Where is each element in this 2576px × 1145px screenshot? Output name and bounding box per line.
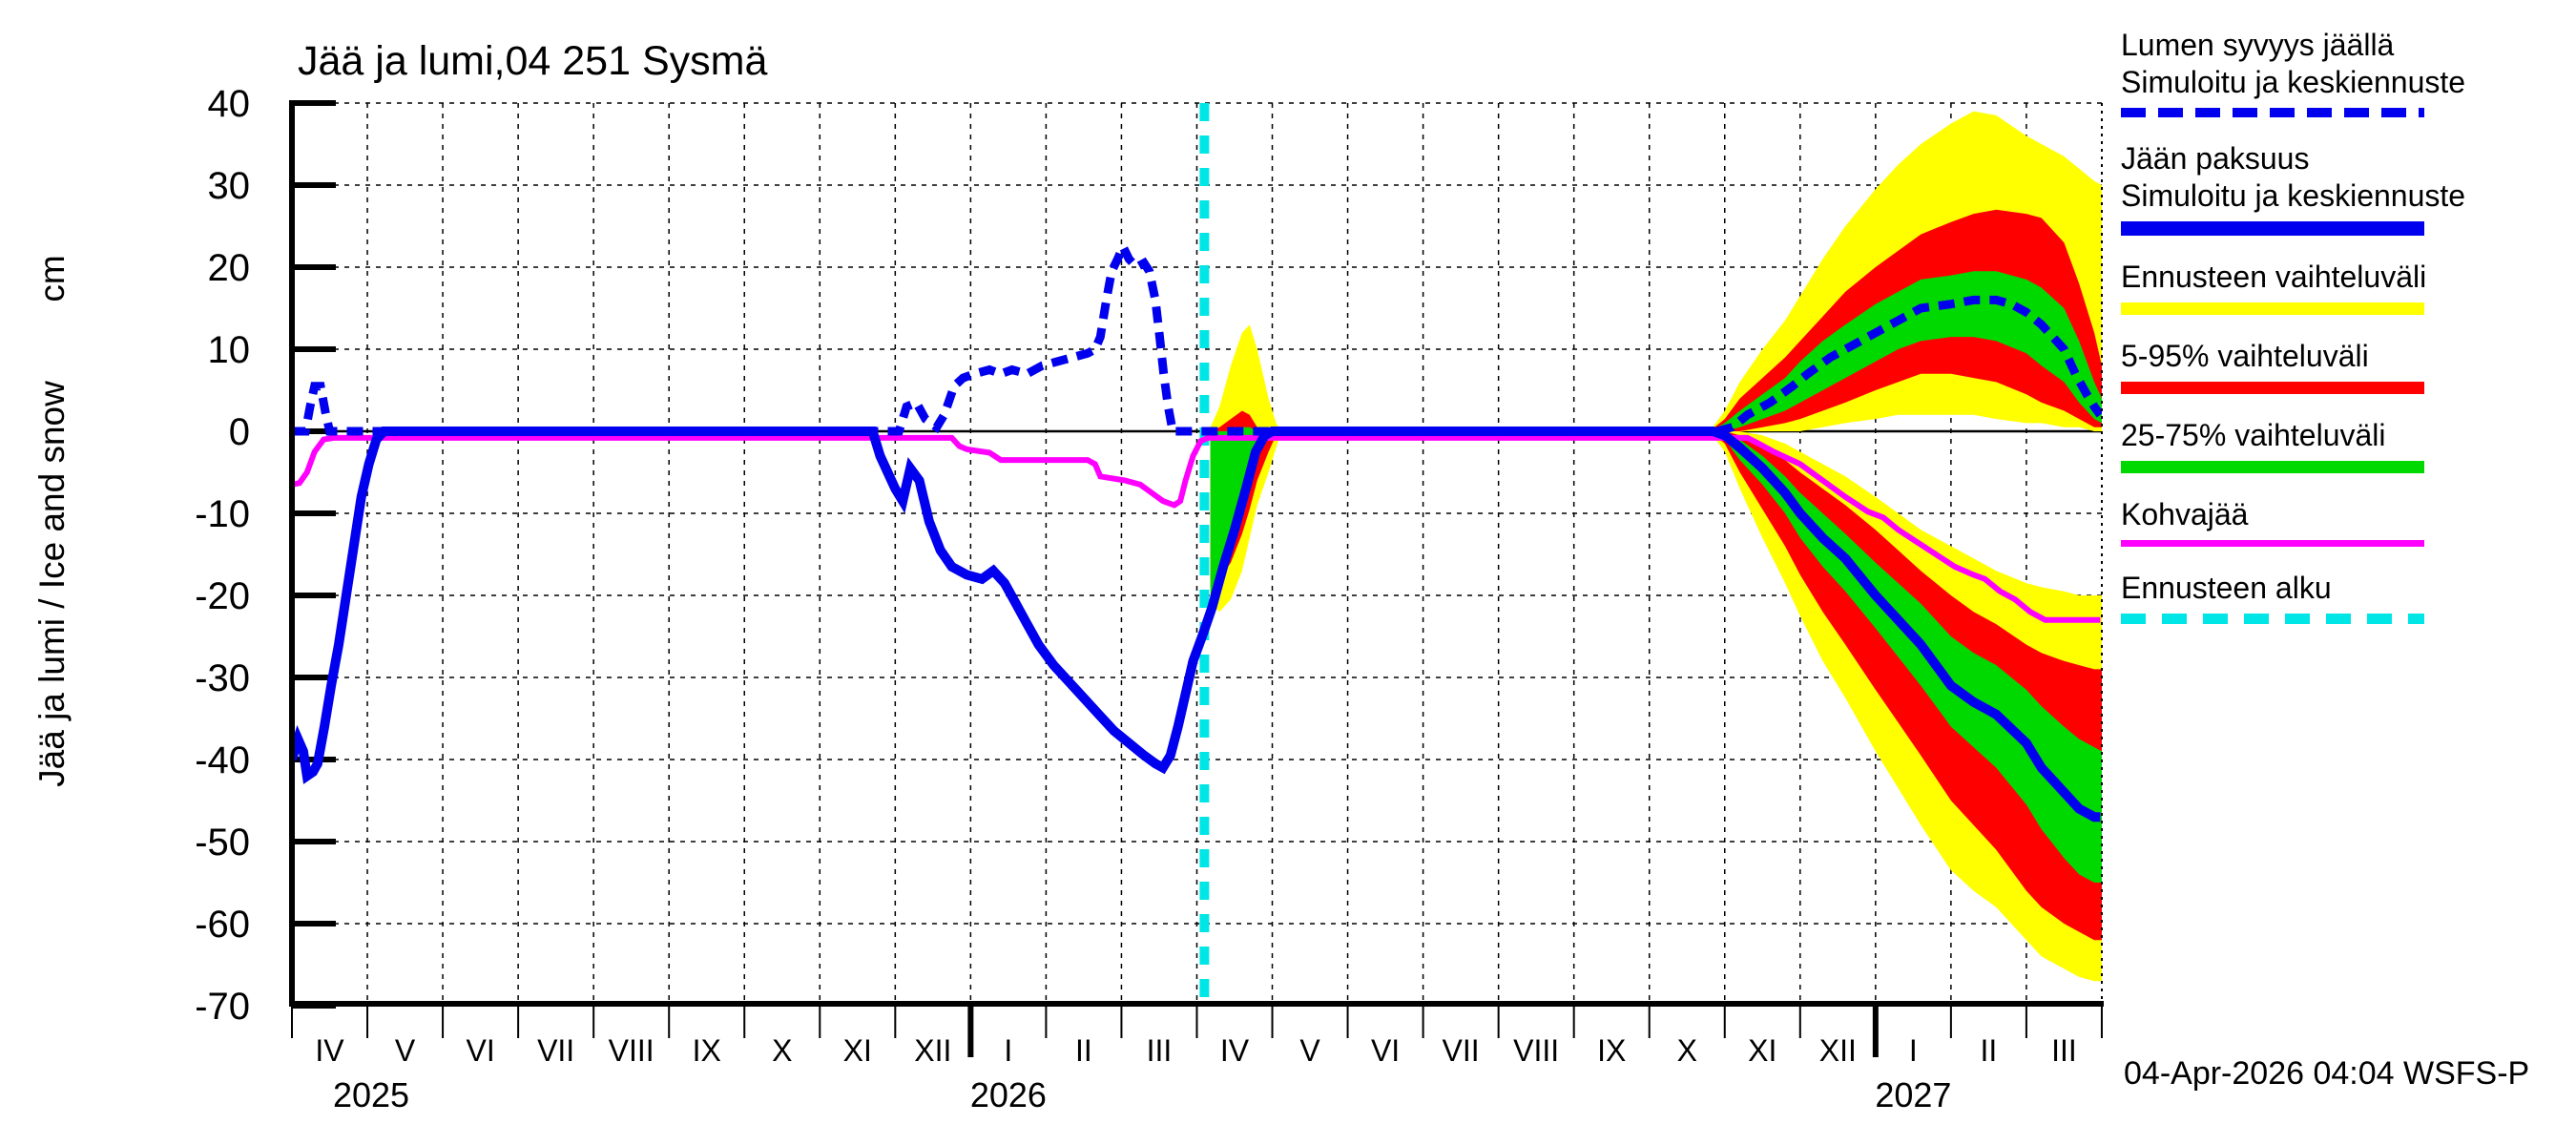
month-label-XII: XII: [1819, 1033, 1857, 1068]
legend-label: Jään paksuus: [2121, 141, 2310, 176]
y-tick-label--20: -20: [195, 575, 250, 617]
lines-group: [292, 236, 2102, 822]
month-label-XI: XI: [843, 1033, 872, 1068]
month-label-III: III: [1147, 1033, 1173, 1068]
legend-label: 5-95% vaihteluväli: [2121, 339, 2369, 373]
timestamp: 04-Apr-2026 04:04 WSFS-P: [2124, 1055, 2530, 1092]
band-green: [1210, 427, 1281, 600]
month-label-X: X: [1677, 1033, 1697, 1068]
legend-item-1: Jään paksuus Simuloitu ja keskiennuste: [2121, 140, 2573, 236]
month-label-IX: IX: [693, 1033, 721, 1068]
year-label-2026: 2026: [970, 1075, 1047, 1114]
month-label-II: II: [1981, 1033, 1998, 1068]
y-tick-label--60: -60: [195, 904, 250, 946]
legend: Lumen syvyys jäällä Simuloitu ja keskienn…: [2121, 27, 2573, 647]
month-label-IV: IV: [1220, 1033, 1250, 1068]
y-tick-label--10: -10: [195, 493, 250, 535]
snow-depth-line: [292, 236, 2102, 436]
legend-item-2: Ennusteen vaihteluväli: [2121, 259, 2573, 315]
band-red: [1710, 431, 2102, 941]
legend-label: 25-75% vaihteluväli: [2121, 418, 2386, 452]
legend-item-0: Lumen syvyys jäällä Simuloitu ja keskienn…: [2121, 27, 2573, 117]
month-label-V: V: [395, 1033, 416, 1068]
legend-item-3: 5-95% vaihteluväli: [2121, 338, 2573, 394]
y-tick-label-40: 40: [208, 83, 251, 125]
legend-label: Simuloitu ja keskiennuste: [2121, 178, 2466, 213]
month-label-V: V: [1299, 1033, 1320, 1068]
month-label-XI: XI: [1748, 1033, 1776, 1068]
month-label-I: I: [1909, 1033, 1918, 1068]
y-tick-label--30: -30: [195, 657, 250, 699]
legend-sample-red: [2121, 382, 2424, 394]
ice-thickness-line: [292, 427, 2101, 822]
band-green: [1710, 431, 2102, 883]
legend-sample-cyan-dashed: [2121, 614, 2424, 624]
y-tick-label-0: 0: [229, 411, 250, 453]
kohvajaa-line: [292, 434, 2101, 623]
month-label-III: III: [2051, 1033, 2077, 1068]
month-label-IX: IX: [1597, 1033, 1626, 1068]
month-label-VIII: VIII: [609, 1033, 654, 1068]
month-label-VII: VII: [537, 1033, 574, 1068]
legend-item-5: Kohvajää: [2121, 496, 2573, 547]
legend-item-6: Ennusteen alku: [2121, 570, 2573, 624]
y-tick-label-20: 20: [208, 247, 251, 289]
month-label-VI: VI: [466, 1033, 494, 1068]
chart-title: Jää ja lumi,04 251 Sysmä: [298, 38, 768, 84]
y-tick-label-10: 10: [208, 329, 251, 371]
legend-label: Ennusteen alku: [2121, 571, 2332, 605]
year-label-2027: 2027: [1875, 1075, 1951, 1114]
year-label-2025: 2025: [333, 1075, 409, 1114]
legend-sample-blue-dashed: [2121, 108, 2424, 117]
month-label-X: X: [772, 1033, 792, 1068]
month-label-VIII: VIII: [1513, 1033, 1559, 1068]
month-label-IV: IV: [315, 1033, 344, 1068]
legend-sample-yellow: [2121, 302, 2424, 315]
legend-sample-magenta: [2121, 540, 2424, 547]
legend-label: Kohvajää: [2121, 497, 2249, 531]
legend-item-4: 25-75% vaihteluväli: [2121, 417, 2573, 473]
month-label-VII: VII: [1443, 1033, 1480, 1068]
legend-label: Simuloitu ja keskiennuste: [2121, 65, 2466, 99]
legend-label: Lumen syvyys jäällä: [2121, 28, 2395, 62]
bands-group: [1210, 111, 2102, 982]
y-tick-label-30: 30: [208, 165, 251, 207]
month-label-VI: VI: [1371, 1033, 1400, 1068]
legend-sample-blue-solid: [2121, 221, 2424, 236]
legend-label: Ennusteen vaihteluväli: [2121, 260, 2427, 294]
month-label-XII: XII: [914, 1033, 951, 1068]
band-green: [1710, 271, 2102, 431]
legend-sample-green: [2121, 461, 2424, 473]
month-label-I: I: [1004, 1033, 1012, 1068]
y-tick-label--40: -40: [195, 739, 250, 781]
y-tick-label--70: -70: [195, 986, 250, 1028]
y-tick-label--50: -50: [195, 822, 250, 864]
month-label-II: II: [1075, 1033, 1092, 1068]
